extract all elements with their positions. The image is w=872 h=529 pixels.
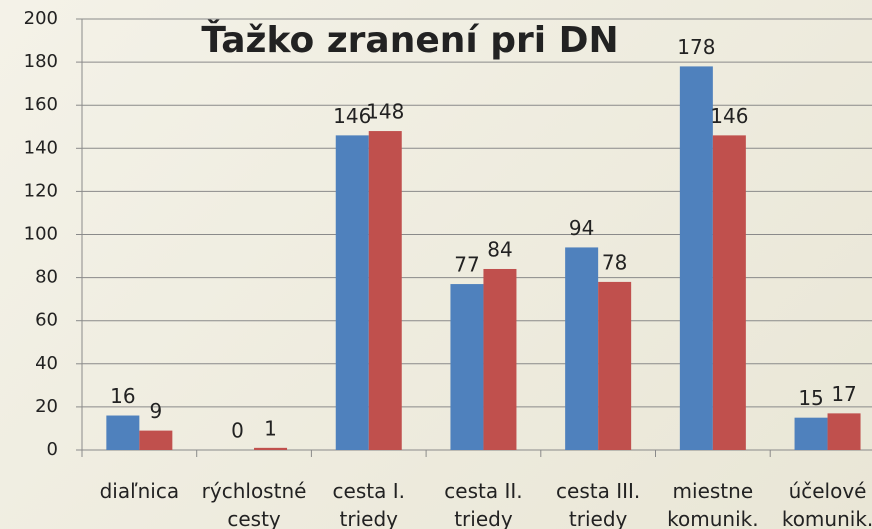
data-label: 178	[677, 35, 715, 59]
y-tick-label: 200	[24, 8, 58, 29]
bar	[483, 268, 517, 450]
bar	[712, 135, 746, 450]
y-tick-label: 20	[35, 396, 58, 417]
bar	[794, 417, 828, 450]
bar	[254, 447, 288, 450]
bar	[139, 430, 173, 450]
chart-title: Ťažko zranení pri DN	[201, 19, 618, 61]
y-tick-label: 180	[24, 51, 58, 72]
data-label: 1	[264, 416, 277, 440]
bar	[598, 281, 632, 450]
data-label: 84	[487, 237, 512, 261]
y-tick-label: 0	[47, 439, 58, 460]
bar	[450, 284, 484, 450]
data-label: 17	[831, 382, 856, 406]
data-label: 15	[798, 386, 823, 410]
y-tick-label: 40	[35, 353, 58, 374]
data-label: 16	[110, 384, 135, 408]
bar	[679, 66, 713, 450]
data-label: 0	[231, 419, 244, 443]
x-tick-label: cesta I. triedy	[333, 479, 405, 529]
bar	[106, 415, 140, 450]
y-tick-label: 160	[24, 94, 58, 115]
bar	[827, 413, 861, 450]
y-tick-label: 120	[24, 180, 58, 201]
bar	[368, 131, 402, 450]
y-tick-label: 80	[35, 267, 58, 288]
bar	[565, 247, 599, 450]
data-label: 94	[569, 216, 594, 240]
x-tick-label: miestne komunik.	[667, 479, 758, 529]
x-tick-label: rýchlostné cesty	[202, 479, 307, 529]
y-tick-label: 60	[35, 310, 58, 331]
data-label: 148	[366, 100, 404, 124]
data-label: 146	[710, 104, 748, 128]
data-label: 77	[454, 253, 479, 277]
y-tick-label: 100	[24, 224, 58, 245]
y-tick-label: 140	[24, 137, 58, 158]
x-tick-label: cesta III. triedy	[556, 479, 640, 529]
data-label: 9	[149, 399, 162, 423]
x-tick-label: účelové komunik.	[782, 479, 872, 529]
x-tick-label: diaľnica	[100, 479, 180, 503]
data-label: 146	[333, 104, 371, 128]
bar	[335, 135, 369, 450]
data-label: 78	[602, 250, 627, 274]
x-tick-label: cesta II. triedy	[444, 479, 522, 529]
